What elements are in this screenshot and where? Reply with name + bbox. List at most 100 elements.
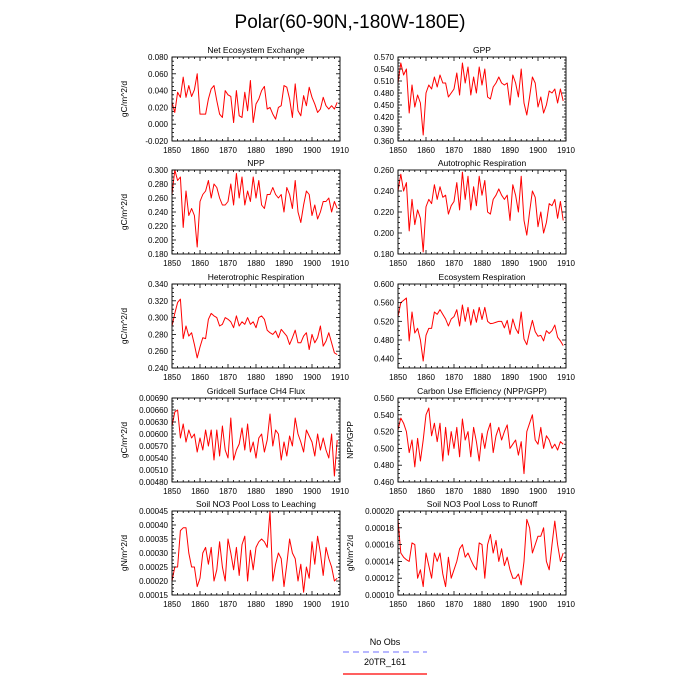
y-axis-label: NPP/GPP [345, 421, 355, 459]
panel-autotrophic-respiration: Autotrophic Respiration 1850 1860 1870 1880 1… [374, 158, 575, 268]
panel-title: Gridcell Surface CH4 Flux [207, 386, 306, 396]
x-tick-label: 1870 [219, 259, 237, 268]
x-tick-label: 1870 [219, 600, 237, 609]
x-tick-label: 1860 [191, 146, 209, 155]
x-tick-label: 1850 [163, 600, 181, 609]
y-tick-label: 0.560 [374, 299, 395, 308]
y-tick-label: 0.00600 [139, 430, 168, 439]
panel-title: Autotrophic Respiration [438, 158, 527, 168]
y-tick-label: 0.540 [374, 411, 395, 420]
x-tick-label: 1870 [445, 146, 463, 155]
x-tick-label: 1850 [389, 259, 407, 268]
panel-soil-no3-pool-loss-to-runoff: Soil NO3 Pool Loss to Runoff 1850 1860 1870… [345, 499, 575, 609]
y-tick-label: 0.180 [148, 250, 169, 259]
panel-title: Net Ecosystem Exchange [207, 45, 305, 55]
y-tick-label: 0.260 [148, 194, 169, 203]
series-line [397, 407, 564, 475]
x-tick-label: 1880 [247, 487, 265, 496]
x-tick-label: 1870 [445, 259, 463, 268]
y-tick-label: 0.00030 [139, 549, 168, 558]
x-tick-label: 1880 [473, 259, 491, 268]
x-tick-label: 1850 [389, 373, 407, 382]
x-tick-label: 1890 [501, 373, 519, 382]
y-tick-label: 0.540 [374, 65, 395, 74]
figure-title: Polar(60-90N,-180W-180E) [235, 12, 466, 33]
y-tick-label: 0.520 [374, 428, 395, 437]
y-tick-label: 0.080 [148, 53, 169, 62]
x-tick-label: 1870 [219, 373, 237, 382]
y-tick-label: 0.440 [374, 355, 395, 364]
legend-label-no-obs: No Obs [370, 637, 401, 647]
y-tick-label: 0.260 [374, 166, 395, 175]
y-tick-label: 0.00018 [365, 524, 394, 533]
x-tick-label: 1890 [501, 146, 519, 155]
y-tick-label: 0.480 [374, 461, 395, 470]
y-tick-label: 0.00035 [139, 535, 168, 544]
x-tick-label: 1860 [417, 600, 435, 609]
panel-title: Soil NO3 Pool Loss to Leaching [196, 499, 316, 509]
x-tick-label: 1910 [331, 146, 349, 155]
x-tick-label: 1860 [417, 146, 435, 155]
x-tick-label: 1880 [473, 373, 491, 382]
x-tick-label: 1890 [501, 487, 519, 496]
x-tick-label: 1900 [529, 487, 547, 496]
y-tick-label: 0.560 [374, 394, 395, 403]
y-tick-label: 0.480 [374, 336, 395, 345]
x-tick-label: 1900 [303, 487, 321, 496]
y-axis-label: gC/m^2/d [119, 194, 129, 230]
y-tick-label: 0.040 [148, 87, 169, 96]
x-tick-label: 1910 [331, 600, 349, 609]
legend-label-20tr-161: 20TR_161 [364, 657, 406, 667]
x-tick-label: 1870 [219, 146, 237, 155]
x-tick-label: 1890 [275, 487, 293, 496]
x-tick-label: 1860 [191, 487, 209, 496]
x-tick-label: 1900 [529, 373, 547, 382]
x-tick-label: 1910 [557, 259, 575, 268]
y-tick-label: 0.00570 [139, 442, 168, 451]
y-tick-label: -0.020 [145, 137, 168, 146]
series-line [171, 510, 338, 593]
series-line [397, 297, 564, 362]
x-tick-label: 1870 [445, 373, 463, 382]
x-tick-label: 1890 [275, 373, 293, 382]
x-tick-label: 1870 [219, 487, 237, 496]
y-tick-label: 0.060 [148, 70, 169, 79]
y-tick-label: 0.420 [374, 113, 395, 122]
x-tick-label: 1850 [163, 487, 181, 496]
y-tick-label: 0.200 [148, 236, 169, 245]
y-tick-label: 0.00025 [139, 563, 168, 572]
y-tick-label: 0.00045 [139, 507, 168, 516]
panel-title: Soil NO3 Pool Loss to Runoff [427, 499, 538, 509]
series-line [171, 298, 338, 359]
x-tick-label: 1900 [303, 373, 321, 382]
x-tick-label: 1900 [529, 600, 547, 609]
y-tick-label: 0.220 [148, 222, 169, 231]
panel-carbon-use-efficiency-npp-gpp: Carbon Use Efficiency (NPP/GPP) 1850 1860 1… [345, 386, 575, 496]
panel-title: NPP [247, 158, 265, 168]
y-tick-label: 0.00015 [139, 591, 168, 600]
x-tick-label: 1860 [191, 373, 209, 382]
x-tick-label: 1860 [417, 259, 435, 268]
x-tick-label: 1910 [331, 373, 349, 382]
x-tick-label: 1900 [303, 259, 321, 268]
y-tick-label: 0.240 [148, 364, 169, 373]
y-tick-label: 0.020 [148, 103, 169, 112]
x-tick-label: 1850 [163, 146, 181, 155]
y-tick-label: 0.340 [148, 280, 169, 289]
y-tick-label: 0.220 [374, 208, 395, 217]
x-tick-label: 1910 [557, 373, 575, 382]
y-tick-label: 0.300 [148, 166, 169, 175]
plot-frame [171, 56, 341, 142]
x-tick-label: 1900 [529, 146, 547, 155]
y-tick-label: 0.600 [374, 280, 395, 289]
y-tick-label: 0.00040 [139, 521, 168, 530]
y-tick-label: 0.00630 [139, 418, 168, 427]
y-tick-label: 0.500 [374, 444, 395, 453]
y-tick-label: 0.450 [374, 101, 395, 110]
y-tick-label: 0.280 [148, 180, 169, 189]
plot-frame [397, 283, 567, 369]
y-tick-label: 0.00480 [139, 478, 168, 487]
y-tick-label: 0.00010 [365, 591, 394, 600]
y-tick-label: 0.240 [374, 187, 395, 196]
